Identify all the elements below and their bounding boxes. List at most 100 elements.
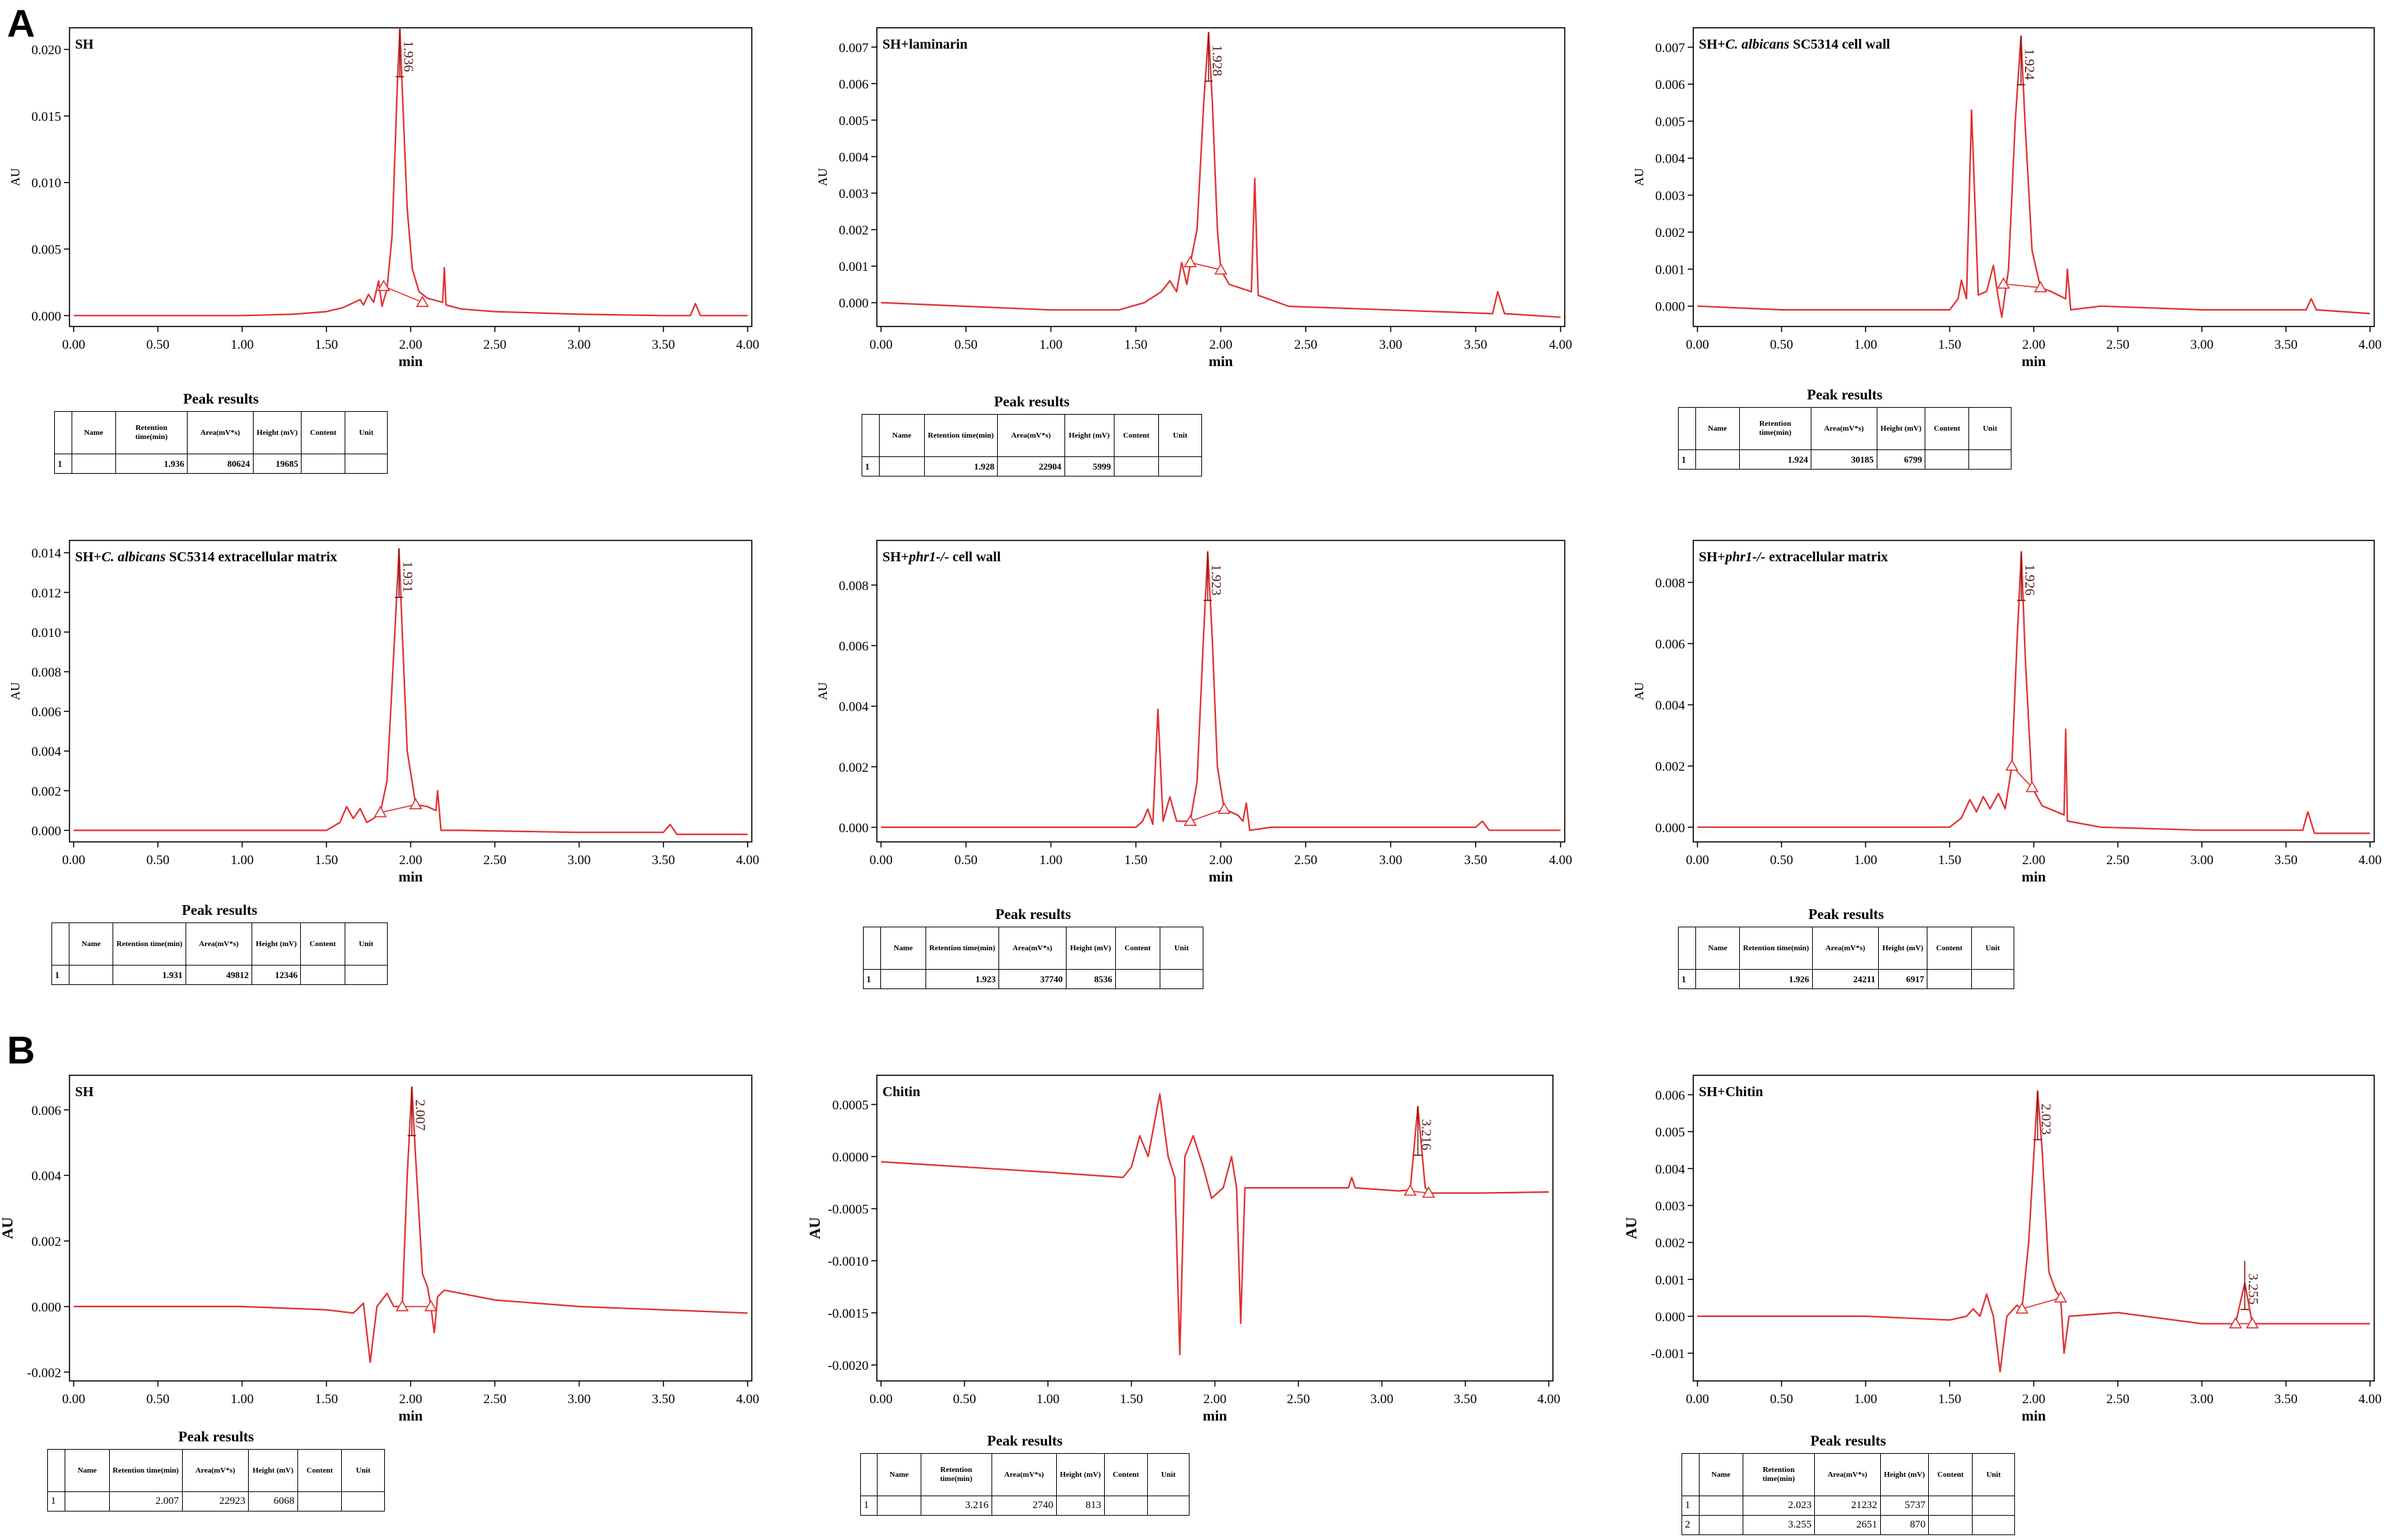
chart-a3: SH+C. albicans SC5314 cell wall 0.00 0.50 1… <box>1632 27 2382 370</box>
header-index <box>47 1449 66 1492</box>
chart-title: SH <box>75 1084 94 1100</box>
x-tick-label: 0.50 <box>953 1392 976 1407</box>
chromatogram-trace <box>880 1093 1549 1356</box>
x-axis-label: min <box>398 1407 422 1424</box>
x-tick-label: 4.00 <box>1549 853 1572 868</box>
y-tick-label: 0.002 <box>31 1235 61 1250</box>
chart-title-part: C. albicans <box>1725 37 1789 52</box>
chart-title-part: SH <box>75 37 94 52</box>
x-tick-label: 0.50 <box>147 1392 170 1407</box>
chart-title-part: SC5314 extracellular matrix <box>165 549 337 565</box>
x-tick-label: 3.50 <box>1464 338 1487 352</box>
x-tick-label: 2.00 <box>2022 1392 2045 1407</box>
table-cell <box>1928 1496 1973 1516</box>
chart-title-part: SC5314 cell wall <box>1789 37 1890 52</box>
peak-marker <box>2246 1316 2259 1329</box>
table-cell <box>1968 449 2012 470</box>
y-tick-label: 0.015 <box>31 110 61 124</box>
peak-baseline <box>380 804 416 813</box>
peak-results-table: Name Retention time(min) Area(mV*s) Height … <box>1678 927 2015 989</box>
x-tick-label: 3.00 <box>1379 853 1402 868</box>
chart-a6: SH+phr1-/- extracellular matrix 0.00 0.50 1… <box>1632 540 2382 885</box>
column-header: Content <box>1928 1453 1973 1496</box>
chart-title-part: SH+ <box>882 549 909 565</box>
y-tick-label: 0.001 <box>1655 263 1685 277</box>
y-axis-label: AU <box>1632 168 1646 186</box>
column-header: Content <box>300 922 345 966</box>
chart-title: SH <box>75 37 94 52</box>
y-tick-label: 0.010 <box>31 176 61 191</box>
column-header: Height (mV) <box>1877 927 1928 970</box>
peak-results-title: Peak results <box>181 902 258 918</box>
peak-label: 2.007 <box>413 1100 428 1131</box>
column-header: Name <box>877 1453 921 1496</box>
table-cell: 1.923 <box>925 969 1000 989</box>
table-cell: 1 <box>54 454 72 474</box>
y-tick-label: 0.004 <box>839 700 869 715</box>
table-cell <box>71 454 116 474</box>
table-cell: 22904 <box>997 456 1065 477</box>
table-cell: 1 <box>859 1496 878 1516</box>
y-tick-label: 0.003 <box>839 187 869 201</box>
table-cell <box>877 1496 921 1516</box>
table-cell <box>1114 969 1160 989</box>
table-cell <box>297 1491 343 1512</box>
peak-marker <box>1183 256 1197 267</box>
y-tick-label: 0.006 <box>31 1104 61 1118</box>
x-tick-label: 2.00 <box>2022 853 2045 868</box>
x-tick-label: 0.50 <box>1770 338 1793 352</box>
y-tick-label: 0.002 <box>1655 226 1685 240</box>
table-row: 1 2.007 22923 6068 <box>47 1491 385 1512</box>
x-tick-label: 1.00 <box>1039 853 1062 868</box>
table-cell <box>1972 1496 2015 1516</box>
header-index <box>862 927 882 970</box>
x-tick-label: 3.50 <box>2274 1392 2297 1407</box>
x-tick-label: 0.50 <box>955 853 978 868</box>
x-tick-label: 3.50 <box>2274 853 2297 868</box>
peak-marker <box>2054 1291 2068 1303</box>
table-cell: 21232 <box>1814 1496 1881 1516</box>
chart-title: SH+phr1-/- cell wall <box>882 549 1001 565</box>
table-row: 1 3.216 2740 813 <box>859 1496 1190 1516</box>
column-header: Unit <box>1968 407 2012 450</box>
y-tick-label: 0.000 <box>839 821 869 836</box>
x-tick-label: 1.00 <box>1037 1392 1060 1407</box>
x-tick-label: 2.50 <box>1294 338 1317 352</box>
peak-marker <box>2025 780 2039 793</box>
column-header: Area(mV*s) <box>998 927 1067 970</box>
y-tick-label: 0.012 <box>31 586 61 601</box>
peak-label: 3.216 <box>1419 1119 1434 1150</box>
table-cell: 1 <box>1678 449 1696 470</box>
table-cell: 6799 <box>1876 449 1926 470</box>
peak-results-table: Name Retention time(min) Area(mV*s) Height … <box>51 922 388 985</box>
header-index <box>859 1453 878 1496</box>
peak-results-title: Peak results <box>1808 906 1884 922</box>
header-index <box>1678 927 1696 970</box>
x-tick-label: 2.00 <box>1209 853 1232 868</box>
table-cell: 24211 <box>1811 969 1879 989</box>
y-axis-label: AU <box>0 1217 16 1239</box>
chromatogram-trace <box>1697 551 2370 834</box>
x-tick-label: 3.00 <box>568 338 591 352</box>
x-tick-label: 0.00 <box>869 853 892 868</box>
x-tick-label: 0.50 <box>1770 853 1793 868</box>
table-cell: 3.255 <box>1742 1515 1816 1535</box>
plot-frame <box>1693 1075 2375 1382</box>
chart-title-part: C. albicans <box>101 549 165 565</box>
table-cell <box>1158 456 1203 477</box>
peak-baseline <box>2003 283 2041 288</box>
x-tick-label: 3.50 <box>652 1392 675 1407</box>
x-tick-label: 4.00 <box>2358 853 2381 868</box>
x-tick-label: 0.00 <box>62 853 85 868</box>
table-cell: 1 <box>1678 969 1696 989</box>
column-header: Unit <box>1147 1453 1190 1496</box>
x-axis-label: min <box>398 868 422 885</box>
table-cell: 80624 <box>187 454 254 474</box>
column-header: Retention time(min) <box>1742 1453 1816 1496</box>
chromatogram-trace <box>1697 35 2371 318</box>
x-tick-label: 4.00 <box>736 338 759 352</box>
column-header: Name <box>1698 1453 1743 1496</box>
y-tick-label: 0.002 <box>839 224 869 238</box>
table-cell <box>68 965 114 985</box>
column-header: Name <box>65 1449 110 1492</box>
